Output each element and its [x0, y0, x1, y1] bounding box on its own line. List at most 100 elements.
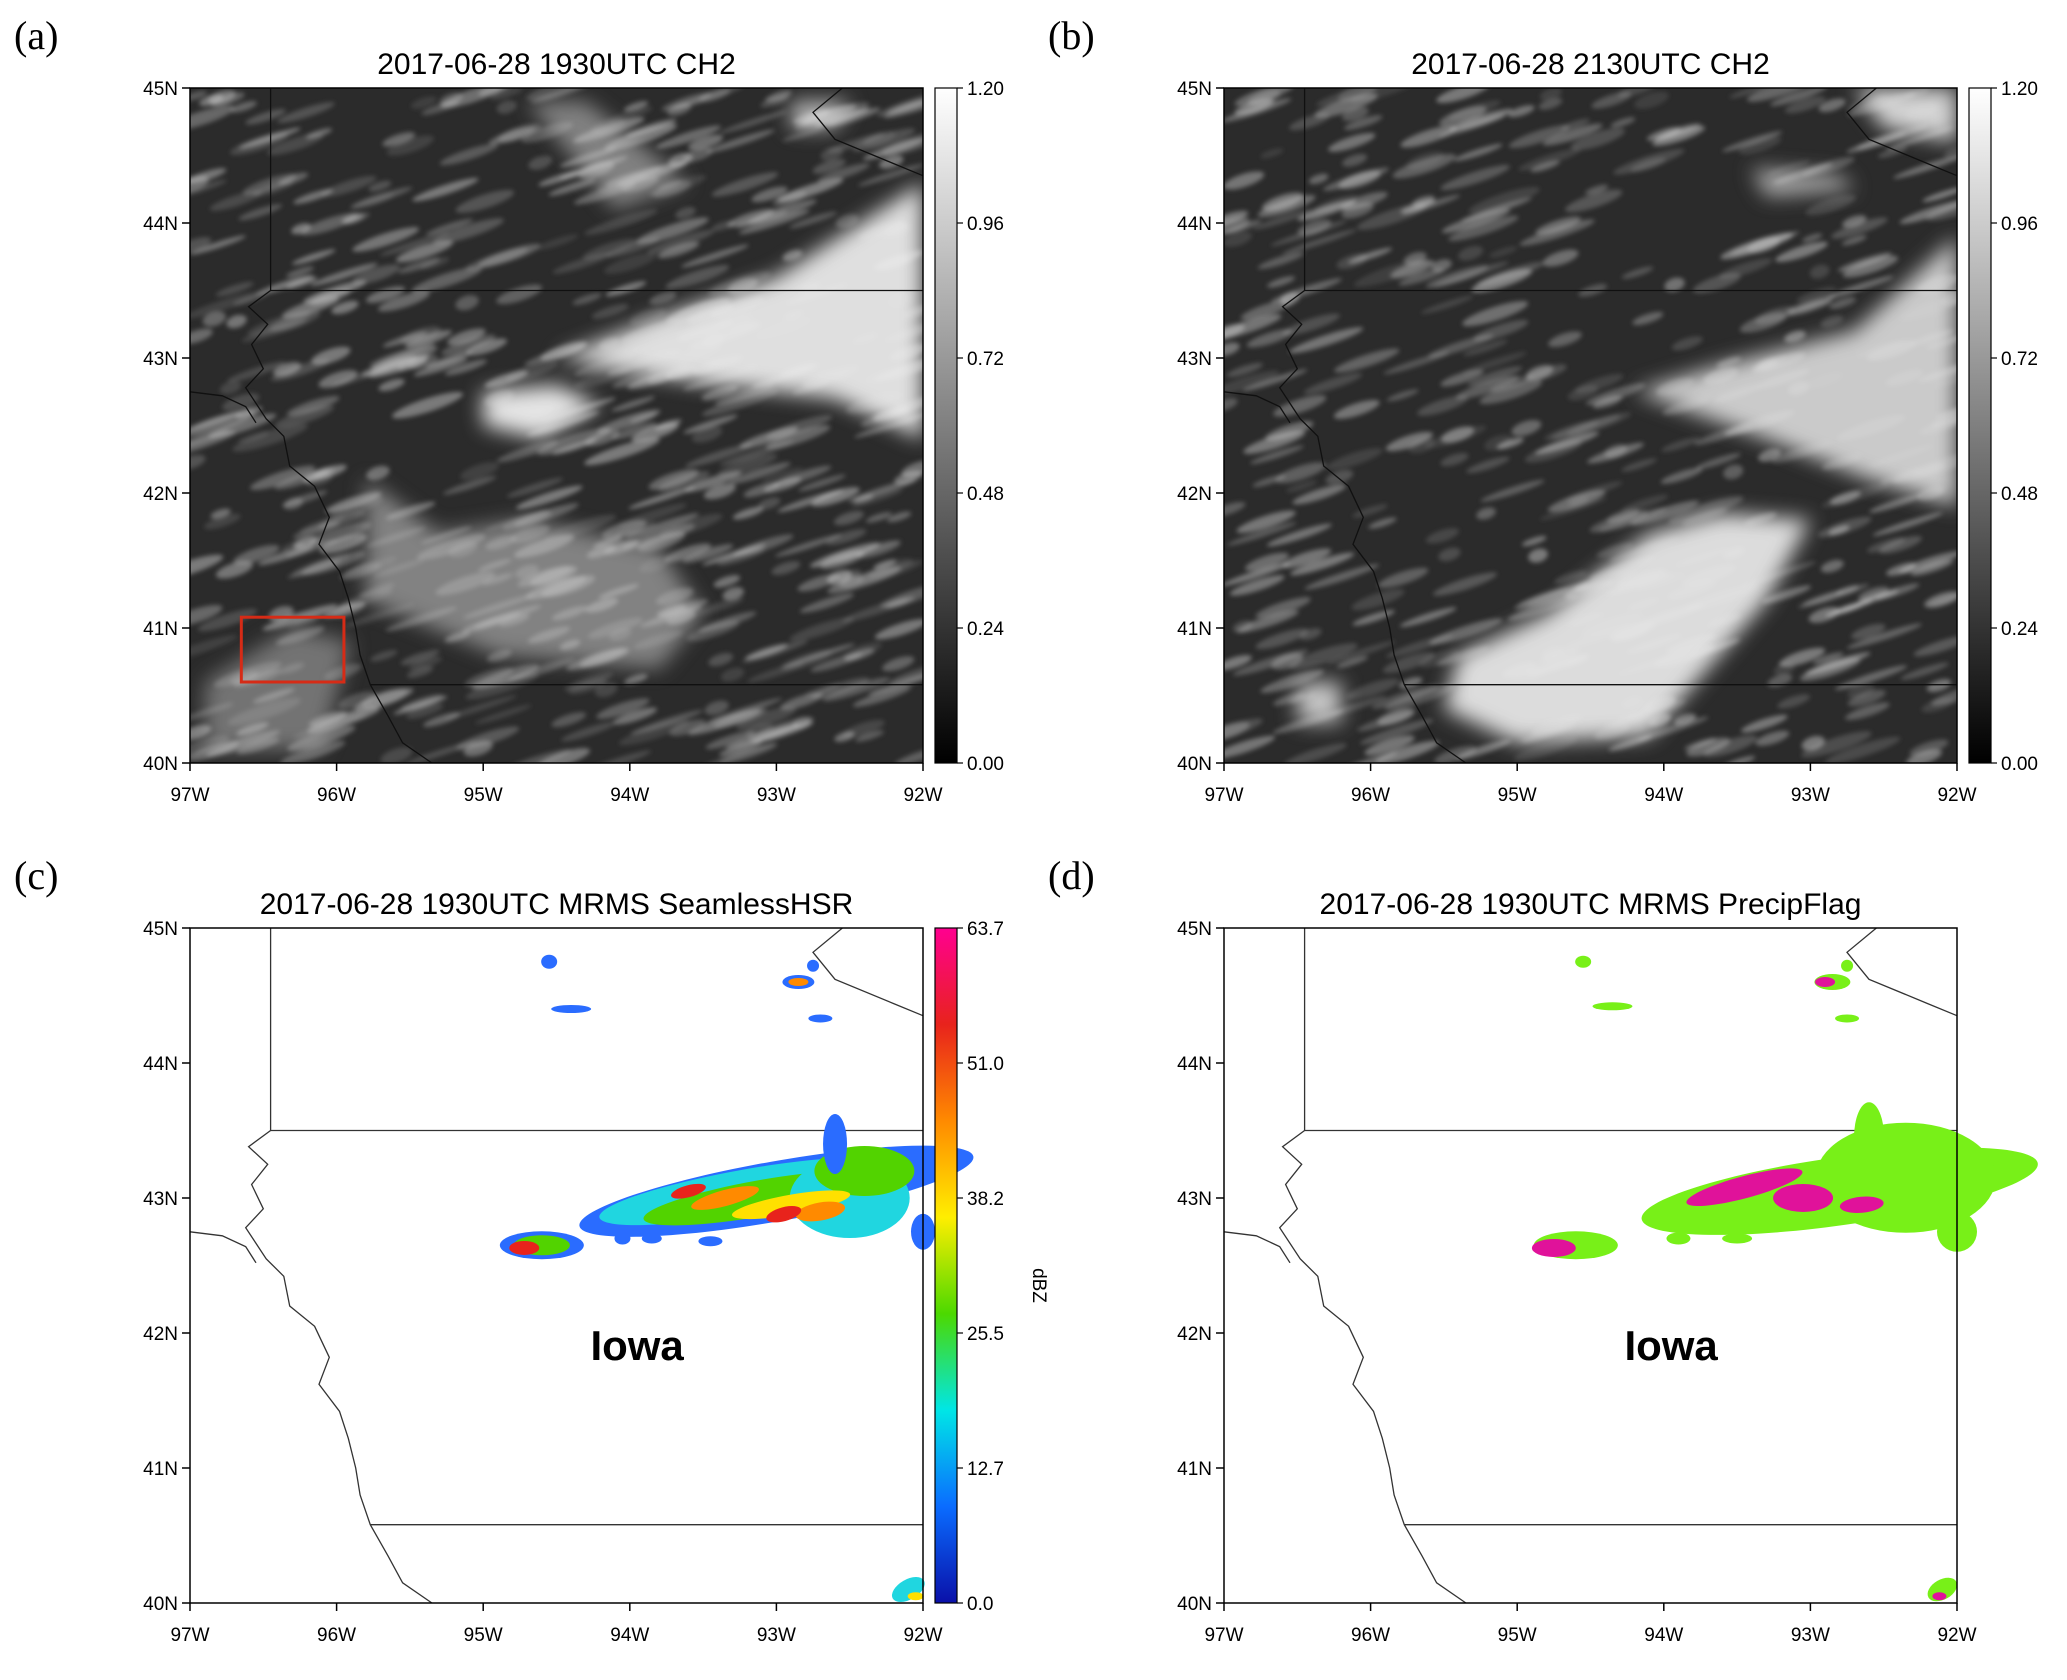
cloud-streak — [311, 346, 351, 365]
cloud-streak — [1382, 652, 1435, 674]
cloud-streak — [1585, 184, 1609, 195]
cloud-streak — [765, 90, 792, 103]
cloud-streak — [222, 393, 260, 411]
state-boundary — [1278, 289, 1467, 764]
cloud-streak — [1909, 739, 1949, 757]
cloud-streak — [719, 740, 763, 757]
cloud-streak — [303, 280, 367, 304]
lon-tick-label: 97W — [1204, 785, 1243, 806]
map-figure: Iowa 45N 44N 43N 42N 41N 40N 97W 96W 95W 94W 93W 92W — [1177, 919, 2038, 1646]
cloud-streak — [836, 569, 862, 581]
cloud-streak — [474, 704, 532, 725]
cloud-streak — [732, 506, 764, 520]
cloud-streak — [1910, 559, 1954, 576]
cloud-streak — [1398, 268, 1445, 286]
echo-blob — [1773, 1184, 1834, 1212]
cloud-streak — [319, 533, 367, 554]
cloud-streak — [1408, 437, 1435, 454]
cloud-streak — [331, 300, 359, 315]
cloud-streak — [382, 132, 416, 147]
cloud-streak — [835, 214, 859, 228]
colorbar-tick-label: 0.96 — [967, 214, 1004, 235]
echo-blob — [1575, 955, 1592, 968]
cloud-streak — [287, 559, 342, 579]
cloud-streak — [1282, 229, 1357, 255]
cloud-streak — [1621, 494, 1669, 513]
cloud-streak — [287, 618, 318, 630]
map-frame — [189, 927, 924, 1604]
cloud-streak — [540, 341, 588, 361]
cloud-streak — [720, 667, 745, 682]
cloud-streak — [1400, 125, 1457, 148]
cloud-streak — [887, 511, 912, 523]
cloud-streak — [625, 513, 700, 539]
panel-d: (d) 2017-06-28 1930UTC MRMS PrecipFlag I… — [1034, 840, 2067, 1680]
cloud-streak — [1224, 735, 1276, 760]
cloud-streak — [219, 381, 242, 395]
colorbar-tick-label: 0.48 — [2001, 484, 2038, 505]
lat-tick-label: 45N — [143, 919, 178, 940]
cloud-streak — [1944, 147, 1957, 159]
cloud-streak — [441, 334, 496, 356]
cloud-streak — [1420, 295, 1474, 314]
map-frame — [1223, 87, 1958, 764]
echo-blob — [1835, 1014, 1860, 1023]
cloud-streak — [1240, 300, 1293, 320]
cloud-streak — [1440, 165, 1510, 191]
cloud-streak — [1425, 265, 1489, 288]
cloud-streak — [370, 650, 398, 662]
cloud-streak — [1333, 400, 1380, 419]
cloud-streak — [568, 678, 608, 695]
cloud-streak — [1693, 273, 1741, 294]
cloud-layer — [1224, 88, 1957, 763]
cloud-masses — [204, 101, 923, 750]
cloud-streak — [1846, 623, 1922, 649]
cloud-streak — [250, 465, 316, 490]
panel-title: 2017-06-28 1930UTC MRMS PrecipFlag — [1319, 888, 1862, 921]
cloud-streak — [378, 291, 430, 312]
cloud-streak — [202, 311, 226, 327]
cloud-streak — [1893, 154, 1957, 179]
cloud-streak — [513, 503, 579, 527]
cloud-streak — [274, 469, 330, 490]
cloud-streak — [1770, 88, 1828, 106]
cloud-streak — [1468, 187, 1540, 214]
cloud-streak — [1589, 510, 1648, 533]
cloud-streak — [286, 266, 315, 278]
cloud-streak — [629, 412, 657, 424]
cloud-streak — [392, 392, 464, 419]
cloud-streak — [1323, 167, 1389, 191]
cloud-streak — [1898, 551, 1957, 574]
cloud-streak — [411, 266, 482, 293]
cloud-streak — [804, 683, 841, 697]
cloud-streak — [1351, 589, 1405, 611]
cloud-streak — [204, 513, 241, 530]
lon-tick-label: 96W — [1351, 1625, 1390, 1646]
cloud-streak — [1826, 275, 1894, 299]
cloud-streak — [496, 440, 559, 463]
cloud-streak — [882, 656, 915, 672]
cloud-streak — [628, 486, 696, 510]
cloud-streak — [1267, 276, 1295, 288]
cloud-streak — [197, 608, 258, 632]
cloud-streak — [1820, 315, 1844, 328]
echo-blob — [1932, 1592, 1947, 1601]
cloud-streak — [1913, 635, 1957, 657]
cloud-streak — [227, 361, 286, 382]
cloud-streak — [1406, 151, 1444, 170]
cloud-streak — [1255, 597, 1311, 619]
cloud-streak — [782, 127, 824, 142]
state-label: Iowa — [1624, 1322, 1718, 1369]
cloud-streak — [425, 351, 473, 368]
cloud-streak — [1484, 434, 1513, 451]
cloud-streak — [400, 326, 441, 345]
cloud-streak — [1851, 623, 1886, 640]
lat-tick-label: 45N — [143, 79, 178, 100]
cloud-streak — [1801, 731, 1872, 758]
lat-tick-label: 44N — [143, 1054, 178, 1075]
cloud-streak — [883, 93, 923, 119]
cloud-streak — [1767, 673, 1793, 687]
cloud-streak — [1453, 143, 1503, 162]
cloud-streak — [783, 643, 855, 668]
cloud-streak — [439, 143, 499, 166]
